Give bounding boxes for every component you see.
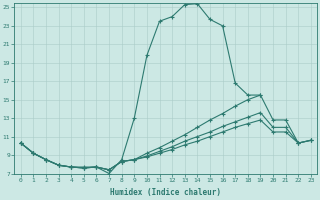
X-axis label: Humidex (Indice chaleur): Humidex (Indice chaleur) [110,188,221,197]
